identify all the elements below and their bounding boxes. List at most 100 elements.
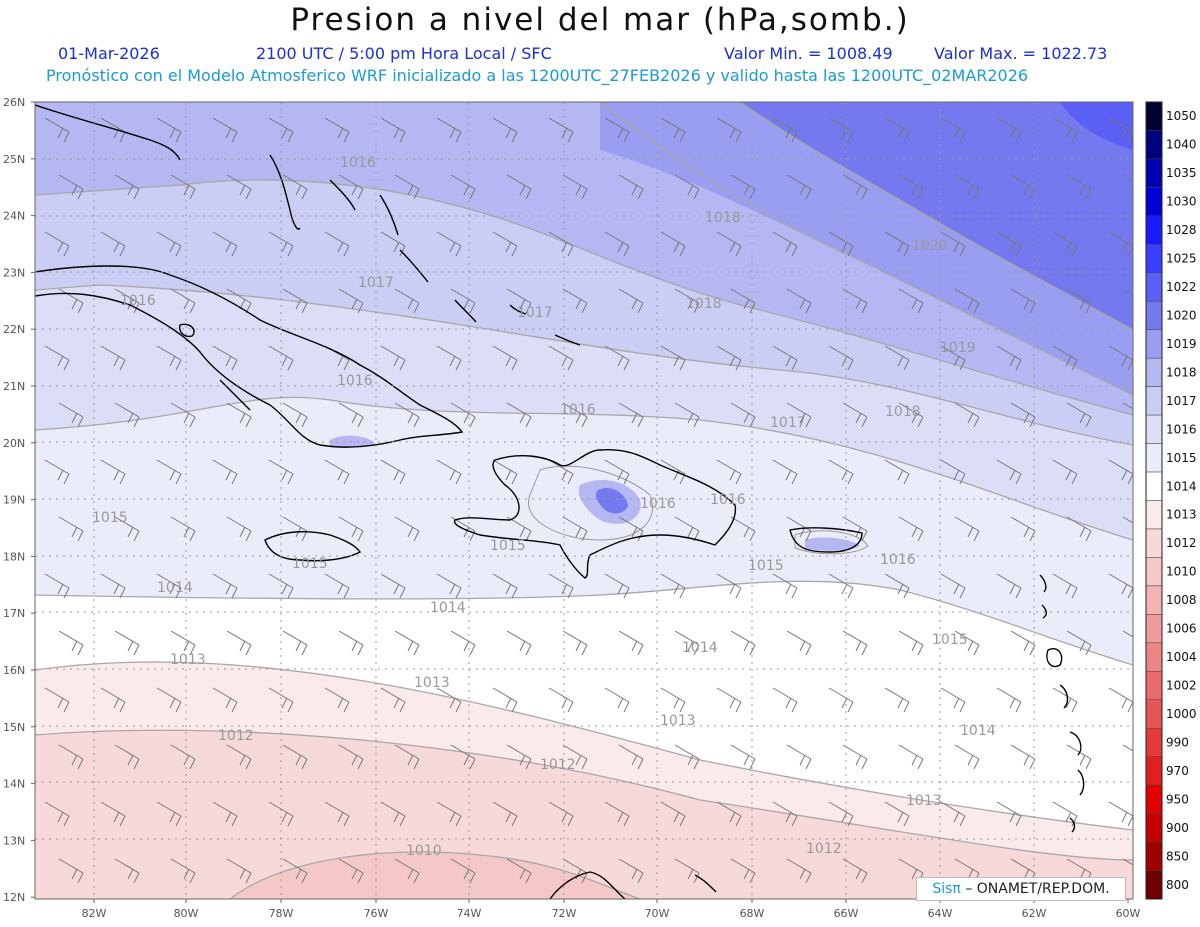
- wind-barb: [114, 516, 140, 542]
- wind-barb: [772, 231, 798, 257]
- legend-swatch: [1145, 272, 1163, 302]
- wind-barb: [156, 687, 182, 713]
- wind-barb: [114, 630, 140, 656]
- wind-barb: [548, 117, 574, 143]
- forecast-date: 01-Mar-2026: [58, 44, 160, 63]
- legend-swatch: [1145, 784, 1163, 814]
- lesser-antilles-2: [1041, 604, 1047, 619]
- wind-barb: [618, 744, 644, 770]
- wind-barb: [716, 345, 742, 371]
- lon-tick-label: 66W: [834, 907, 859, 920]
- wind-barb: [324, 117, 350, 143]
- wind-barb: [772, 687, 798, 713]
- legend-swatch: [1145, 101, 1163, 131]
- wind-barb: [58, 630, 84, 656]
- legend-label: 1040: [1166, 138, 1197, 152]
- wind-barb: [604, 801, 630, 827]
- isobar-label: 1012: [806, 841, 842, 857]
- wind-barb: [380, 117, 406, 143]
- wind-barb: [674, 402, 700, 428]
- bahamas-5: [509, 304, 527, 315]
- legend-swatch: [1145, 557, 1163, 587]
- legend-label: 1012: [1166, 536, 1197, 550]
- wind-barb: [562, 630, 588, 656]
- wind-barb: [604, 117, 630, 143]
- wind-barb: [772, 801, 798, 827]
- isobar-label: 1014: [430, 600, 466, 616]
- legend-label: 1020: [1166, 308, 1197, 322]
- lat-tick-label: 24N: [3, 210, 25, 223]
- wind-barb: [394, 288, 420, 314]
- band-1022: [1060, 102, 1133, 150]
- wind-barb: [156, 801, 182, 827]
- wind-barb: [100, 801, 126, 827]
- isobar-label: 1018: [705, 210, 741, 226]
- wind-barb: [716, 687, 742, 713]
- isla-juventud: [178, 323, 195, 338]
- legend-swatch: [1145, 301, 1163, 330]
- wind-barb: [1108, 573, 1133, 599]
- legend-swatch: [1145, 414, 1163, 444]
- wind-barb: [324, 573, 350, 599]
- band-1010: [230, 851, 640, 899]
- wind-barb: [618, 858, 644, 884]
- wind-barb: [44, 117, 70, 143]
- wind-barb: [170, 630, 196, 656]
- wind-barb: [100, 231, 126, 257]
- wind-barb: [492, 231, 518, 257]
- wind-barb: [674, 630, 700, 656]
- wind-barb: [1010, 516, 1036, 542]
- isobar-label: 1014: [960, 723, 996, 739]
- legend-swatch: [1145, 528, 1163, 558]
- wind-barb: [884, 117, 910, 143]
- wind-barb: [1108, 345, 1133, 371]
- legend-label: 1014: [1166, 479, 1197, 493]
- wind-barb: [114, 174, 140, 200]
- legend-label: 970: [1166, 764, 1189, 778]
- pr-blob: [805, 537, 860, 551]
- wind-barb: [450, 402, 476, 428]
- bahamas-3: [399, 249, 429, 283]
- wind-barb: [394, 516, 420, 542]
- lon-tick-label: 78W: [269, 907, 294, 920]
- wind-barb: [1108, 801, 1133, 827]
- wind-barb: [156, 573, 182, 599]
- wind-barb: [324, 687, 350, 713]
- isobar-label: 1019: [940, 340, 976, 356]
- wind-barb: [450, 744, 476, 770]
- wind-barb: [436, 687, 462, 713]
- isobar-label: 1016: [340, 155, 376, 171]
- wind-barb: [772, 573, 798, 599]
- credit-text: – ONAMET/REP.DOM.: [965, 881, 1110, 897]
- legend-swatch: [1145, 756, 1163, 786]
- wind-barb: [394, 858, 420, 884]
- wind-barb: [786, 744, 812, 770]
- value-min: Valor Min. = 1008.49: [724, 44, 893, 63]
- wind-barb: [268, 573, 294, 599]
- band-1020: [740, 102, 1133, 330]
- wind-barb: [492, 459, 518, 485]
- turks-caicos: [554, 334, 581, 346]
- wind-barb: [1066, 402, 1092, 428]
- isobar-label: 1014: [682, 640, 718, 656]
- wind-barb: [436, 345, 462, 371]
- isobar-label: 1017: [517, 305, 553, 321]
- wind-barb: [156, 459, 182, 485]
- wind-barb: [100, 459, 126, 485]
- wind-barb: [338, 402, 364, 428]
- lat-tick-label: 15N: [3, 721, 25, 734]
- legend-swatch: [1145, 158, 1163, 188]
- wind-barb: [170, 288, 196, 314]
- wind-barb: [828, 345, 854, 371]
- lon-tick-label: 74W: [457, 907, 482, 920]
- wind-barb: [898, 516, 924, 542]
- lat-tick-label: 22N: [3, 323, 25, 336]
- wind-barb: [380, 687, 406, 713]
- isobar-label: 1015: [92, 510, 128, 526]
- wind-barb: [436, 801, 462, 827]
- longitude-ticks: 82W 80W 78W 76W 74W 72W 70W 68W 66W 64W 62W 60W: [82, 899, 1141, 920]
- lat-tick-label: 21N: [3, 380, 25, 393]
- wind-barb: [954, 630, 980, 656]
- wind-barb: [394, 174, 420, 200]
- wind-barb: [1052, 573, 1078, 599]
